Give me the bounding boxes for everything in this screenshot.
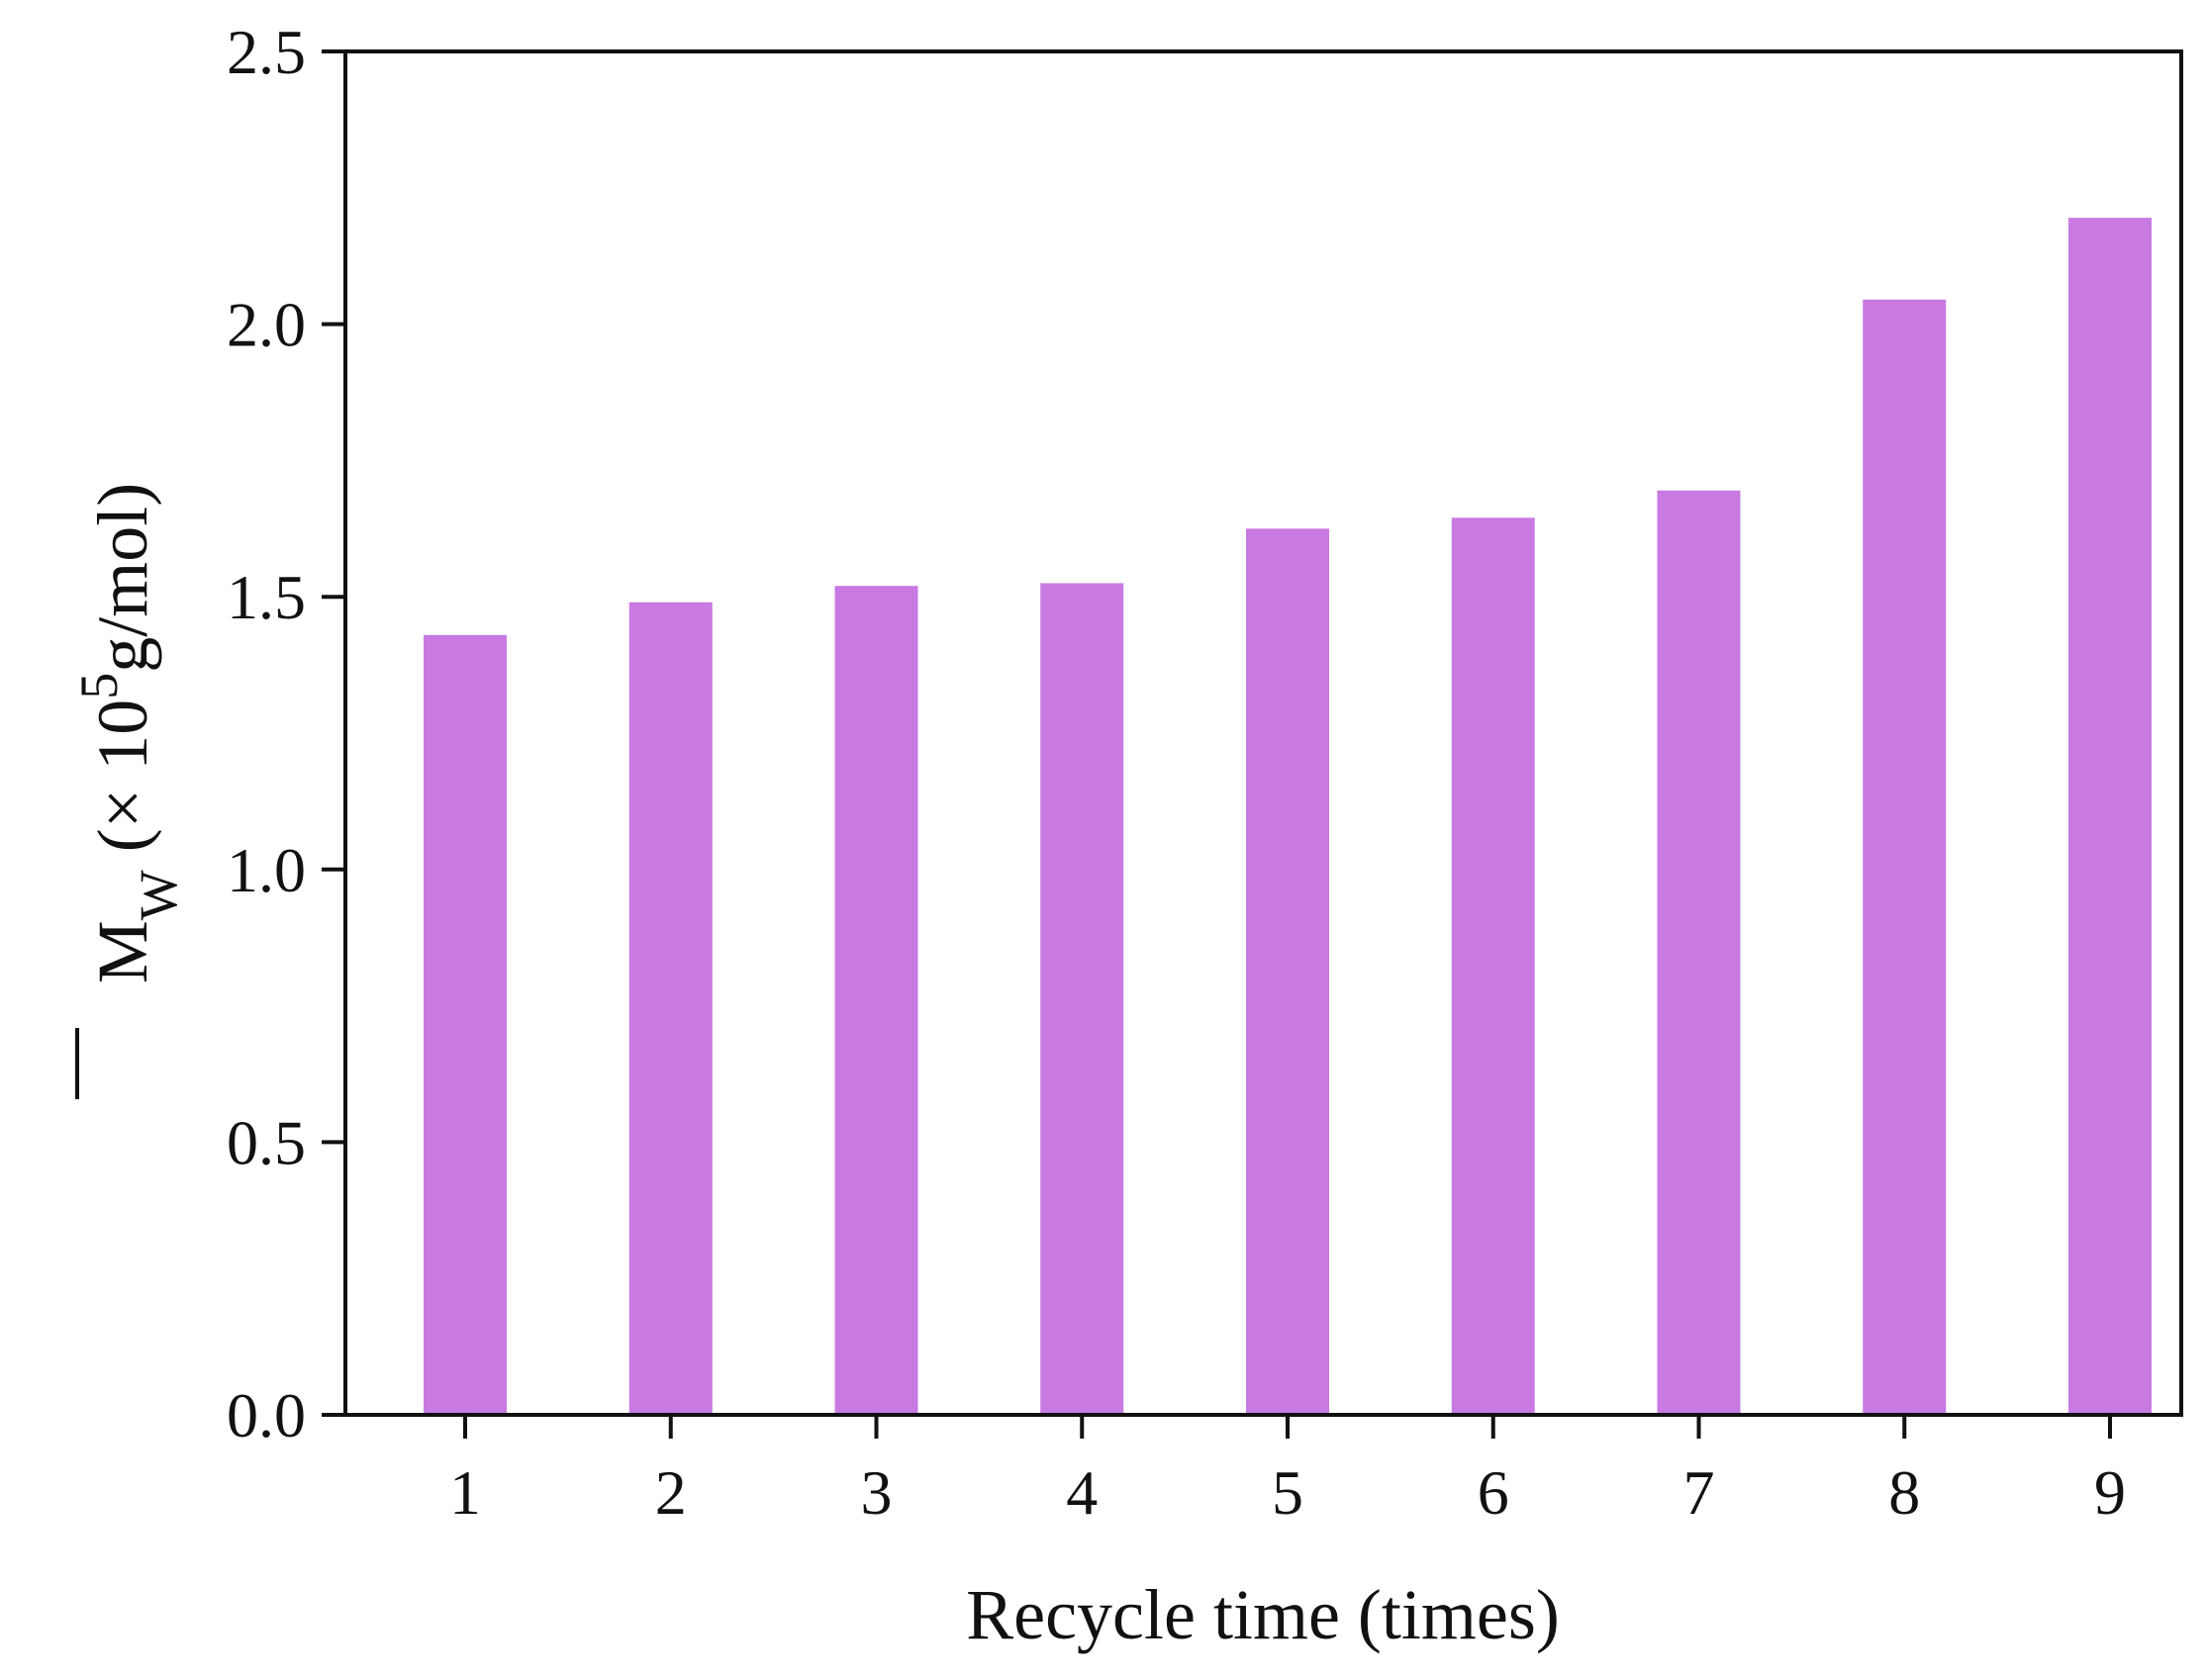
x-tick-label: 8 [1888, 1457, 1920, 1528]
x-axis-title: Recycle time (times) [966, 1575, 1560, 1654]
y-axis-title-subscript: W [129, 870, 188, 920]
bar-4 [1040, 583, 1124, 1415]
bar-5 [1246, 528, 1329, 1415]
bar-1 [424, 634, 507, 1415]
y-tick-label: 0.0 [227, 1380, 306, 1450]
x-tick-label: 6 [1478, 1457, 1509, 1528]
x-tick-label: 9 [2094, 1457, 2126, 1528]
svg-text:MW (× 105g/mol): MW (× 105g/mol) [69, 483, 188, 984]
y-axis-title-symbol: M [83, 920, 162, 983]
y-axis-title-exponent: 5 [69, 673, 129, 700]
y-tick-label: 1.0 [227, 835, 306, 905]
x-tick-label: 3 [861, 1457, 893, 1528]
bar-8 [1863, 299, 1947, 1415]
y-tick-label: 1.5 [227, 562, 306, 632]
plot-frame [343, 49, 2183, 1417]
bar-2 [628, 602, 713, 1415]
bar-6 [1451, 517, 1535, 1415]
x-tick-label: 7 [1683, 1457, 1715, 1528]
x-tick-label: 5 [1272, 1457, 1303, 1528]
bars [424, 218, 2152, 1416]
x-tick-label: 4 [1066, 1457, 1098, 1528]
y-tick-label: 0.5 [227, 1107, 306, 1177]
y-axis-title-prefix: (× 10 [83, 700, 162, 871]
y-axis: 0.0 0.5 1.0 1.5 2.0 2.5 [227, 17, 345, 1450]
y-tick-label: 2.5 [227, 17, 306, 87]
y-tick-label: 2.0 [227, 290, 306, 360]
x-tick-label: 2 [655, 1457, 687, 1528]
bar-7 [1657, 490, 1741, 1415]
y-axis-title: MW (× 105g/mol) [69, 483, 188, 1099]
x-axis: 1 2 3 4 5 6 7 8 9 [449, 1415, 2126, 1528]
x-tick-label: 1 [449, 1457, 481, 1528]
bar-9 [2068, 218, 2152, 1416]
y-axis-title-suffix: g/mol) [83, 483, 162, 673]
bar-3 [834, 586, 918, 1415]
